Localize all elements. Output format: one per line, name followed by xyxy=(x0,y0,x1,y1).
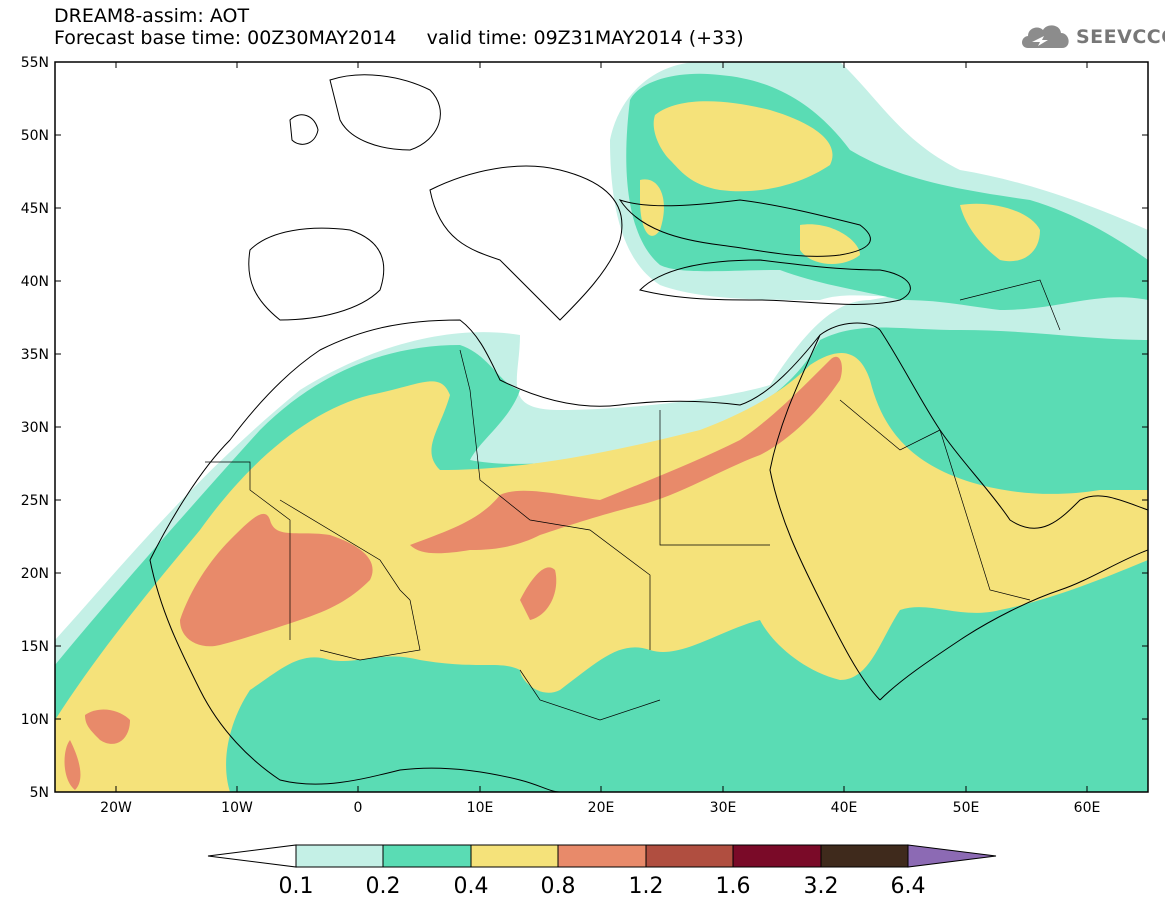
coastlines xyxy=(149,74,1148,792)
cloud-logo-icon xyxy=(1022,25,1069,48)
lat-label: 35N xyxy=(21,347,49,363)
forecast-times: Forecast base time: 00Z30MAY2014 valid t… xyxy=(54,27,744,49)
colorbar-label: 0.4 xyxy=(454,874,489,899)
map-title: DREAM8-assim: AOT xyxy=(54,5,250,27)
colorbar-label: 1.6 xyxy=(716,874,751,899)
aot-band-0-8 xyxy=(64,356,842,790)
latitude-axis: 5N 10N 15N 20N 25N 30N 35N 40N 45N 50N 5… xyxy=(21,55,1148,801)
lon-label: 10E xyxy=(467,800,494,816)
colorbar-label: 3.2 xyxy=(804,874,839,899)
lat-label: 25N xyxy=(21,493,49,509)
lon-label: 50E xyxy=(953,800,980,816)
colorbar-box xyxy=(382,844,472,868)
colorbar-box xyxy=(645,844,734,868)
colorbar: 0.1 0.2 0.4 0.8 1.2 1.6 3.2 6.4 xyxy=(207,844,997,899)
colorbar-label: 0.1 xyxy=(279,874,314,899)
longitude-axis: 20W 10W 0 10E 20E 30E 40E 50E 60E xyxy=(100,62,1100,816)
lat-label: 5N xyxy=(30,785,49,801)
lon-label: 10W xyxy=(221,800,253,816)
lon-label: 30E xyxy=(710,800,737,816)
country-borders xyxy=(205,279,1061,721)
lat-label: 40N xyxy=(21,274,49,290)
lat-label: 45N xyxy=(21,201,49,217)
seevccc-logo: SEEVCCC xyxy=(1018,22,1165,52)
logo-text: SEEVCCC xyxy=(1076,26,1165,48)
colorbar-box xyxy=(470,844,559,868)
colorbar-label: 6.4 xyxy=(891,874,926,899)
aot-field xyxy=(55,62,1148,792)
colorbar-label: 0.8 xyxy=(541,874,576,899)
lat-label: 55N xyxy=(21,55,49,71)
lon-label: 60E xyxy=(1074,800,1101,816)
colorbar-box xyxy=(732,844,822,868)
colorbar-box xyxy=(295,844,384,868)
colorbar-over-triangle xyxy=(907,844,997,868)
colorbar-box xyxy=(557,844,647,868)
lat-label: 15N xyxy=(21,639,49,655)
lat-label: 30N xyxy=(21,420,49,436)
lon-label: 20E xyxy=(588,800,615,816)
lat-label: 20N xyxy=(21,566,49,582)
lon-label: 20W xyxy=(100,800,132,816)
colorbar-label: 0.2 xyxy=(366,874,401,899)
lat-label: 50N xyxy=(21,128,49,144)
lon-label: 40E xyxy=(831,800,858,816)
colorbar-label: 1.2 xyxy=(629,874,664,899)
colorbar-under-triangle xyxy=(207,844,297,868)
colorbar-box xyxy=(820,844,909,868)
lon-label: 0 xyxy=(354,800,363,816)
lat-label: 10N xyxy=(21,712,49,728)
